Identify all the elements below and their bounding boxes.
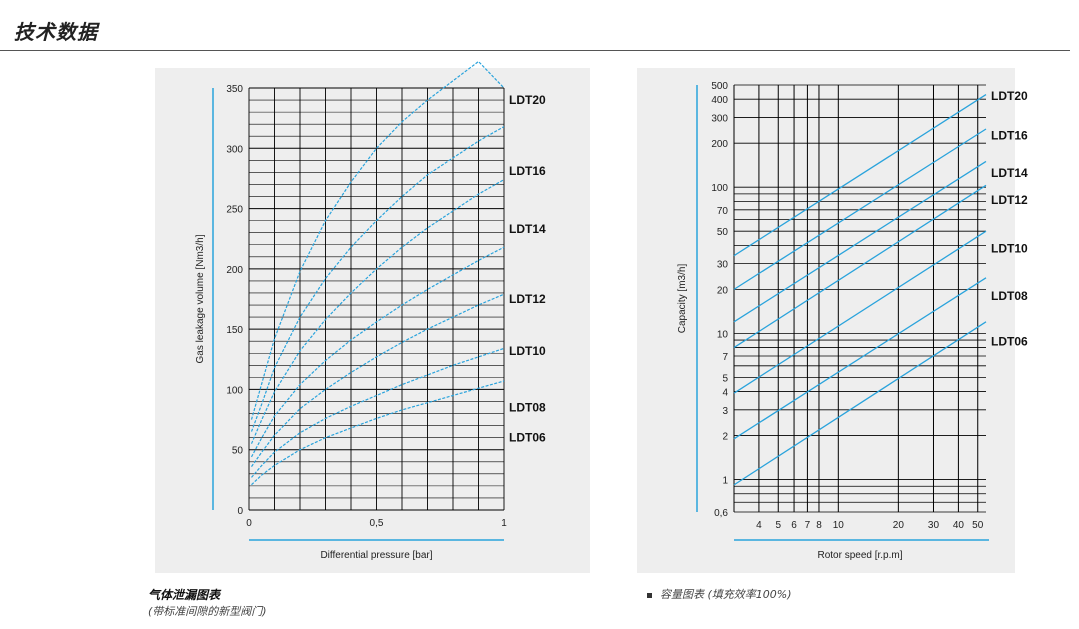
x-tick-label: 7 (805, 520, 811, 531)
series-label-ldt06: LDT06 (509, 431, 546, 445)
capacity-chart-panel: 0,6 1 2 3 4 5 7 10 20 30 50 70 100 200 300 400 500 4 5 6 7 8 1… (637, 68, 1028, 573)
y-tick-label: 50 (232, 446, 244, 457)
series-line-ldt10 (733, 230, 987, 394)
series-curve-ldt12 (250, 246, 505, 458)
x-tick-label: 50 (972, 520, 984, 531)
series-label-ldt20: LDT20 (991, 89, 1028, 103)
series-label-ldt16: LDT16 (991, 129, 1028, 143)
y-tick-label: 100 (226, 385, 243, 396)
series-label-ldt10: LDT10 (991, 242, 1028, 256)
series-curve-ldt08 (251, 347, 505, 478)
gas-leakage-chart: 0 50 100 150 200 250 300 350 0 0,5 1 LDT20 LDT16 LDT1… (195, 60, 546, 561)
y-tick-label: 100 (711, 183, 728, 194)
page-title: 技术数据 (14, 20, 98, 44)
series-line-ldt16 (733, 128, 987, 290)
y-tick-label: 500 (711, 81, 728, 92)
x-tick-label: 8 (816, 520, 822, 531)
series-line-ldt06 (733, 321, 987, 486)
x-tick-label: 40 (953, 520, 965, 531)
y-tick-label: 70 (717, 206, 729, 217)
series-curve-ldt20 (250, 60, 505, 420)
series-label-ldt12: LDT12 (509, 292, 546, 306)
y-tick-label: 200 (226, 265, 243, 276)
series-label-ldt12: LDT12 (991, 193, 1028, 207)
y-tick-label: 20 (717, 285, 729, 296)
series-curve-ldt06 (251, 380, 505, 486)
series-curve-ldt14 (250, 179, 505, 444)
x-tick-label: 4 (756, 520, 762, 531)
series-curve-ldt10 (251, 293, 505, 467)
series-line-ldt14 (733, 160, 987, 323)
series-line-ldt08 (733, 277, 987, 440)
y-tick-label: 10 (717, 329, 729, 340)
y-tick-label: 30 (717, 260, 729, 271)
y-tick-label: 350 (226, 84, 243, 95)
y-tick-label: 0,6 (714, 508, 728, 519)
series-label-ldt08: LDT08 (991, 289, 1028, 303)
y-tick-label: 150 (226, 325, 243, 336)
leakage-caption-title: 气体泄漏图表 (148, 588, 221, 602)
y-tick-label: 250 (226, 205, 243, 216)
x-tick-label: 20 (893, 520, 905, 531)
x-axis-title: Differential pressure [bar] (320, 550, 432, 561)
y-tick-label: 3 (722, 406, 728, 417)
series-line-ldt20 (733, 94, 987, 257)
x-tick-label: 30 (928, 520, 940, 531)
series-label-ldt16: LDT16 (509, 164, 546, 178)
x-tick-label: 1 (501, 518, 507, 529)
y-tick-label: 5 (722, 373, 728, 384)
gas-leakage-chart-panel: 0 50 100 150 200 250 300 350 0 0,5 1 LDT20 LDT16 LDT1… (155, 60, 590, 573)
series-curve-ldt16 (250, 126, 505, 432)
series-label-ldt14: LDT14 (509, 222, 546, 236)
capacity-caption-text: 容量图表 (填充效率100%) (660, 588, 792, 601)
y-axis-title: Capacity [m3/h] (677, 264, 688, 334)
series-label-ldt10: LDT10 (509, 344, 546, 358)
title-divider (0, 50, 1070, 51)
series-label-ldt08: LDT08 (509, 401, 546, 415)
y-tick-label: 50 (717, 227, 729, 238)
x-tick-label: 0 (246, 518, 252, 529)
bullet-icon (647, 592, 652, 598)
leakage-caption-subtitle: (带标准间隙的新型阀门) (148, 605, 267, 618)
y-axis-title: Gas leakage volume [Nm3/h] (195, 234, 206, 363)
x-tick-label: 0,5 (370, 518, 384, 529)
y-tick-label: 2 (722, 432, 728, 443)
x-axis-title: Rotor speed [r.p.m] (817, 550, 902, 561)
series-label-ldt06: LDT06 (991, 334, 1028, 348)
series-line-ldt12 (733, 184, 987, 349)
y-tick-label: 300 (711, 113, 728, 124)
x-tick-label: 6 (791, 520, 797, 531)
x-tick-label: 5 (775, 520, 781, 531)
y-tick-label: 1 (722, 476, 728, 487)
y-tick-label: 4 (722, 388, 728, 399)
y-tick-label: 7 (722, 352, 728, 363)
series-label-ldt14: LDT14 (991, 166, 1028, 180)
series-label-ldt20: LDT20 (509, 93, 546, 107)
y-tick-label: 0 (237, 506, 243, 517)
capacity-caption: 容量图表 (填充效率100%) (647, 586, 792, 602)
x-tick-label: 10 (833, 520, 845, 531)
y-tick-label: 400 (711, 95, 728, 106)
y-tick-label: 300 (226, 144, 243, 155)
y-tick-label: 200 (711, 139, 728, 150)
